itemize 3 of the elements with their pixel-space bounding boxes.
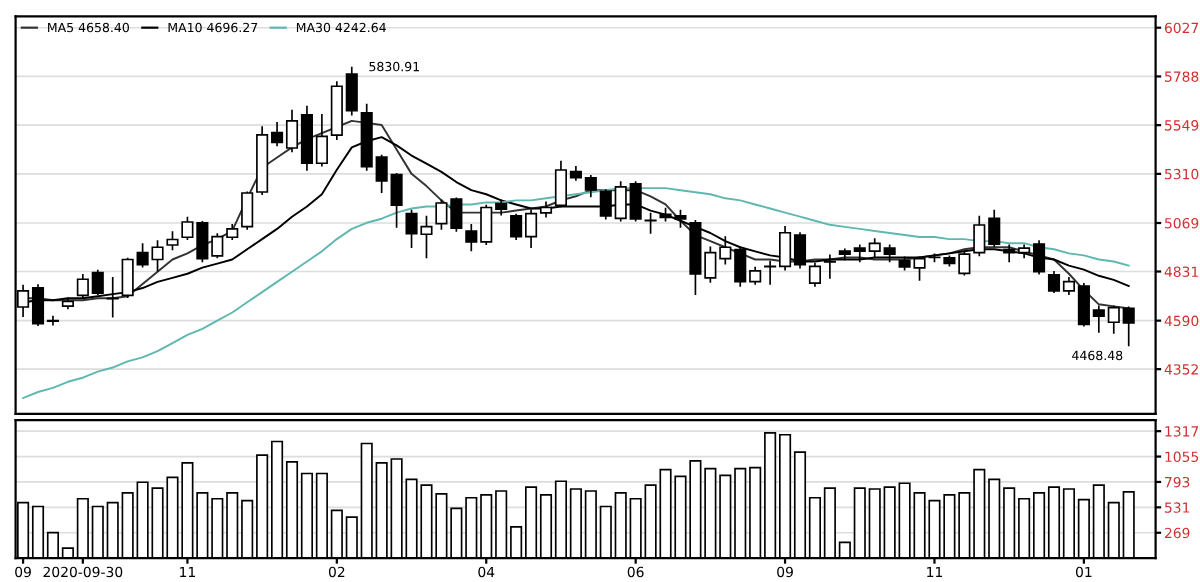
candlestick	[644, 212, 657, 234]
candlestick	[808, 262, 822, 287]
candlestick	[823, 254, 836, 279]
